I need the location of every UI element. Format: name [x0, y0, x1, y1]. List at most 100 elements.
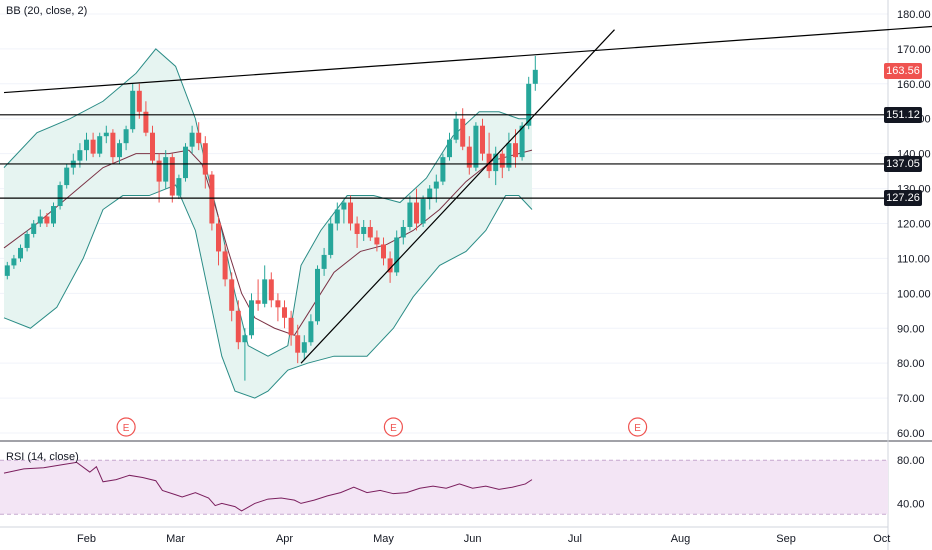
- candle-body: [242, 335, 248, 343]
- time-tick-label: May: [373, 533, 394, 545]
- candle-body: [18, 247, 23, 259]
- bb-study-title[interactable]: BB (20, close, 2): [6, 5, 88, 17]
- candle-body: [466, 146, 472, 168]
- candle-body: [506, 143, 512, 168]
- candle-body: [90, 139, 96, 154]
- candle-body: [176, 178, 182, 196]
- price-tag: 127.26: [884, 190, 922, 207]
- rsi-pane: [0, 459, 888, 515]
- candle-body: [427, 188, 433, 200]
- bb-basis-line: [3, 149, 533, 336]
- candle-body: [315, 268, 320, 322]
- candle-body: [222, 251, 228, 280]
- trendline-upper-resistance: [3, 25, 932, 94]
- time-tick-label: Apr: [276, 533, 293, 545]
- candle-body: [334, 209, 340, 224]
- candle-body: [183, 146, 188, 179]
- candle-body: [354, 223, 360, 234]
- candle-body: [341, 202, 347, 210]
- candle-body: [37, 216, 43, 224]
- candle-body: [414, 202, 419, 224]
- candle-body: [381, 244, 386, 259]
- time-tick-label: Jul: [568, 533, 582, 545]
- candle-body: [196, 132, 202, 144]
- price-tick-label: 70.00: [897, 393, 925, 405]
- candle-body: [249, 300, 254, 336]
- time-tick-label: Mar: [166, 533, 185, 545]
- candle-body: [123, 129, 129, 144]
- candle-body: [229, 279, 235, 311]
- candle-body: [308, 321, 314, 343]
- candle-body: [493, 153, 499, 172]
- candle-body: [513, 143, 518, 158]
- candle-body: [150, 132, 155, 161]
- earnings-marker: [116, 417, 136, 437]
- earnings-marker-label: E: [634, 423, 641, 434]
- time-axis: Feb Mar Apr May Jun Jul Aug Sep Oct: [77, 533, 890, 545]
- candle-body: [4, 265, 10, 276]
- time-tick-label: Sep: [776, 533, 796, 545]
- candle-body: [453, 118, 459, 140]
- bb-lower-line: [3, 184, 533, 399]
- candle-body: [235, 310, 241, 343]
- candle-body: [156, 160, 162, 182]
- candle-body: [328, 223, 334, 255]
- time-tick-label: Jun: [464, 533, 482, 545]
- candle-body: [31, 223, 37, 234]
- candle-body: [433, 181, 439, 189]
- trendlines: [3, 25, 932, 364]
- candle-body: [447, 139, 452, 158]
- earnings-marker-label: E: [123, 423, 130, 434]
- candle-body: [526, 83, 532, 126]
- time-tick-label: Feb: [77, 533, 96, 545]
- rsi-study-title[interactable]: RSI (14, close): [6, 451, 79, 463]
- candle-body: [268, 279, 274, 301]
- bollinger-bands: [3, 48, 533, 399]
- candle-body: [163, 157, 169, 182]
- candle-body: [51, 206, 56, 224]
- candle-body: [473, 125, 479, 168]
- candle-body: [209, 174, 215, 224]
- price-tick-label: 60.00: [897, 428, 925, 440]
- candle-body: [288, 317, 294, 336]
- price-tag: 137.05: [884, 155, 922, 172]
- price-tick-label: 80.00: [897, 358, 925, 370]
- candle-body: [169, 157, 175, 196]
- price-tick-label: 180.00: [897, 9, 931, 21]
- candle-body: [480, 125, 485, 154]
- bb-upper-line: [3, 48, 532, 357]
- candle-body: [348, 202, 353, 224]
- candle-body: [110, 132, 116, 158]
- candle-body: [367, 226, 373, 238]
- price-tick-label: 160.00: [897, 79, 931, 91]
- price-tick-label: 90.00: [897, 323, 925, 335]
- price-tick-label: 120.00: [897, 218, 931, 230]
- candle-body: [84, 139, 89, 151]
- candle-body: [97, 136, 103, 154]
- candle-body: [295, 335, 301, 353]
- candle-body: [460, 118, 466, 147]
- candle-body: [275, 300, 281, 308]
- earnings-marker-label: E: [390, 423, 397, 434]
- time-tick-label: Aug: [671, 533, 691, 545]
- candle-body: [532, 69, 538, 84]
- price-tag: 163.56: [884, 63, 922, 80]
- candle-body: [394, 237, 400, 273]
- price-axis: 180.00170.00160.00150.00140.00130.00120.…: [897, 9, 931, 510]
- candle-body: [202, 143, 208, 175]
- candle-body: [216, 223, 221, 252]
- candle-body: [387, 258, 393, 273]
- candle-body: [499, 153, 505, 168]
- candle-body: [57, 185, 63, 207]
- candle-body: [64, 167, 70, 186]
- earnings-marker: [627, 417, 648, 437]
- earnings-marker: [383, 417, 403, 437]
- price-tag: 151.12: [884, 106, 922, 123]
- trendline-rising-support: [300, 29, 615, 364]
- candle-body: [136, 90, 142, 112]
- time-tick-label: Oct: [873, 533, 890, 545]
- candle-body: [24, 233, 30, 248]
- candle-body: [301, 342, 307, 353]
